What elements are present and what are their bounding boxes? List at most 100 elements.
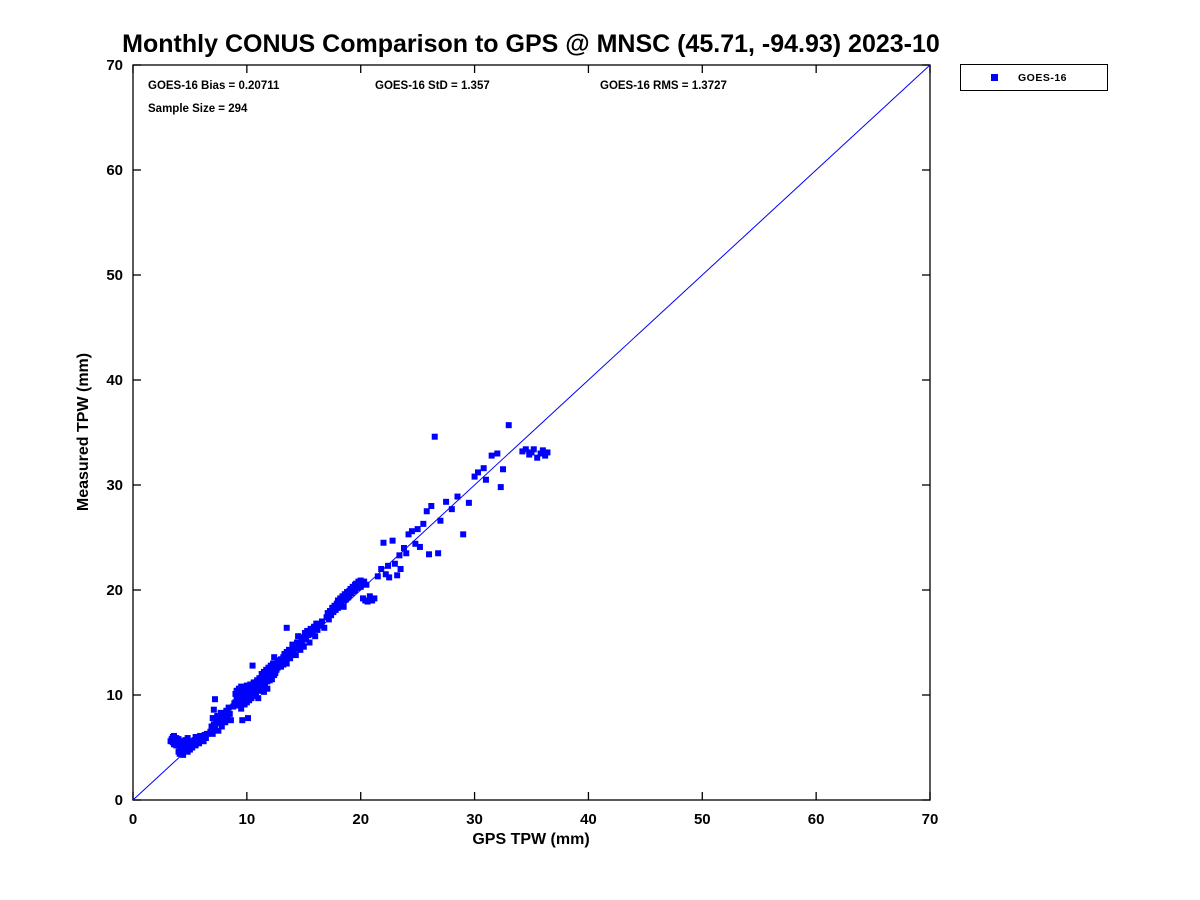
scatter-point bbox=[528, 449, 535, 456]
y-tick-label: 60 bbox=[106, 162, 123, 179]
scatter-point bbox=[412, 540, 419, 547]
scatter-point bbox=[271, 654, 278, 661]
scatter-point bbox=[311, 623, 318, 630]
scatter-point bbox=[313, 620, 320, 627]
scatter-point bbox=[176, 743, 183, 750]
y-tick-label: 30 bbox=[106, 477, 123, 494]
scatter-point bbox=[537, 450, 544, 457]
scatter-point bbox=[222, 719, 229, 726]
scatter-point bbox=[361, 578, 368, 585]
scatter-point bbox=[530, 446, 537, 453]
scatter-point bbox=[334, 604, 341, 611]
scatter-point bbox=[192, 742, 199, 749]
scatter-point bbox=[431, 433, 438, 440]
scatter-point bbox=[266, 667, 273, 674]
scatter-point bbox=[297, 646, 304, 653]
scatter-point bbox=[264, 685, 271, 692]
scatter-point bbox=[240, 693, 247, 700]
x-tick-label: 20 bbox=[352, 811, 369, 828]
chart-title: Monthly CONUS Comparison to GPS @ MNSC (… bbox=[122, 30, 940, 58]
scatter-point bbox=[391, 560, 398, 567]
scatter-point bbox=[488, 452, 495, 459]
scatter-point bbox=[500, 466, 507, 473]
scatter-point bbox=[260, 679, 267, 686]
scatter-point bbox=[224, 715, 231, 722]
x-tick-label: 40 bbox=[580, 811, 597, 828]
x-axis-label: GPS TPW (mm) bbox=[472, 831, 590, 848]
scatter-point bbox=[305, 632, 312, 639]
scatter-point bbox=[522, 446, 529, 453]
scatter-point bbox=[177, 738, 184, 745]
scatter-point bbox=[465, 499, 472, 506]
scatter-point bbox=[494, 450, 501, 457]
scatter-point bbox=[363, 581, 370, 588]
scatter-point bbox=[295, 633, 302, 640]
scatter-point bbox=[423, 508, 430, 515]
scatter-point bbox=[256, 675, 263, 682]
scatter-point bbox=[414, 526, 421, 533]
scatter-point bbox=[364, 598, 371, 605]
scatter-point bbox=[200, 738, 207, 745]
scatter-point bbox=[325, 616, 332, 623]
y-tick-label: 0 bbox=[115, 792, 123, 809]
plot-border bbox=[132, 64, 931, 801]
scatter-point bbox=[204, 730, 211, 737]
scatter-point bbox=[482, 476, 489, 483]
scatter-point bbox=[303, 636, 310, 643]
scatter-point bbox=[260, 688, 267, 695]
scatter-point bbox=[386, 574, 393, 581]
scatter-point bbox=[292, 652, 299, 659]
scatter-point bbox=[211, 696, 218, 703]
scatter-point bbox=[209, 730, 216, 737]
scatter-point bbox=[426, 551, 433, 558]
scatter-point bbox=[544, 449, 551, 456]
scatter-point bbox=[194, 736, 201, 743]
scatter-point bbox=[257, 686, 264, 693]
scatter-point bbox=[460, 531, 467, 538]
scatter-point bbox=[321, 624, 328, 631]
scatter-point bbox=[480, 465, 487, 472]
scatter-point bbox=[285, 646, 292, 653]
scatter-point bbox=[435, 550, 442, 557]
scatter-point bbox=[209, 715, 216, 722]
scatter-point bbox=[397, 566, 404, 572]
scatter-point bbox=[210, 721, 217, 728]
scatter-point bbox=[217, 709, 224, 716]
scatter-point bbox=[497, 484, 504, 491]
scatter-point bbox=[218, 723, 225, 730]
scatter-point bbox=[300, 643, 307, 650]
scatter-point bbox=[309, 629, 316, 635]
scatter-point bbox=[374, 573, 381, 580]
stat-sample-size: Sample Size = 294 bbox=[148, 103, 248, 115]
scatter-point bbox=[239, 698, 246, 705]
scatter-point bbox=[505, 422, 512, 429]
scatter-point bbox=[385, 562, 392, 569]
legend-marker-icon bbox=[991, 74, 998, 81]
scatter-point bbox=[249, 662, 256, 669]
scatter-point bbox=[307, 625, 314, 632]
scatter-point bbox=[215, 727, 222, 734]
scatter-point bbox=[289, 641, 296, 648]
scatter-point bbox=[420, 520, 427, 527]
scatter-point bbox=[227, 717, 234, 724]
scatter-point bbox=[244, 715, 251, 722]
scatter-point bbox=[405, 531, 412, 538]
scatter-point bbox=[184, 735, 191, 742]
scatter-point bbox=[189, 744, 196, 751]
scatter-point bbox=[174, 739, 181, 746]
scatter-point bbox=[280, 654, 287, 661]
scatter-point bbox=[542, 452, 549, 459]
scatter-point bbox=[428, 503, 435, 509]
scatter-point bbox=[534, 454, 541, 461]
x-tick-label: 60 bbox=[808, 811, 825, 828]
scatter-point bbox=[296, 640, 303, 647]
scatter-point bbox=[403, 550, 410, 557]
scatter-point bbox=[328, 612, 335, 619]
scatter-point bbox=[380, 539, 387, 546]
x-tick-label: 10 bbox=[239, 811, 256, 828]
y-tick-label: 20 bbox=[106, 582, 123, 599]
scatter-point bbox=[216, 720, 223, 727]
scatter-point bbox=[225, 704, 232, 711]
stat-bias: GOES-16 Bias = 0.20711 bbox=[148, 80, 280, 92]
